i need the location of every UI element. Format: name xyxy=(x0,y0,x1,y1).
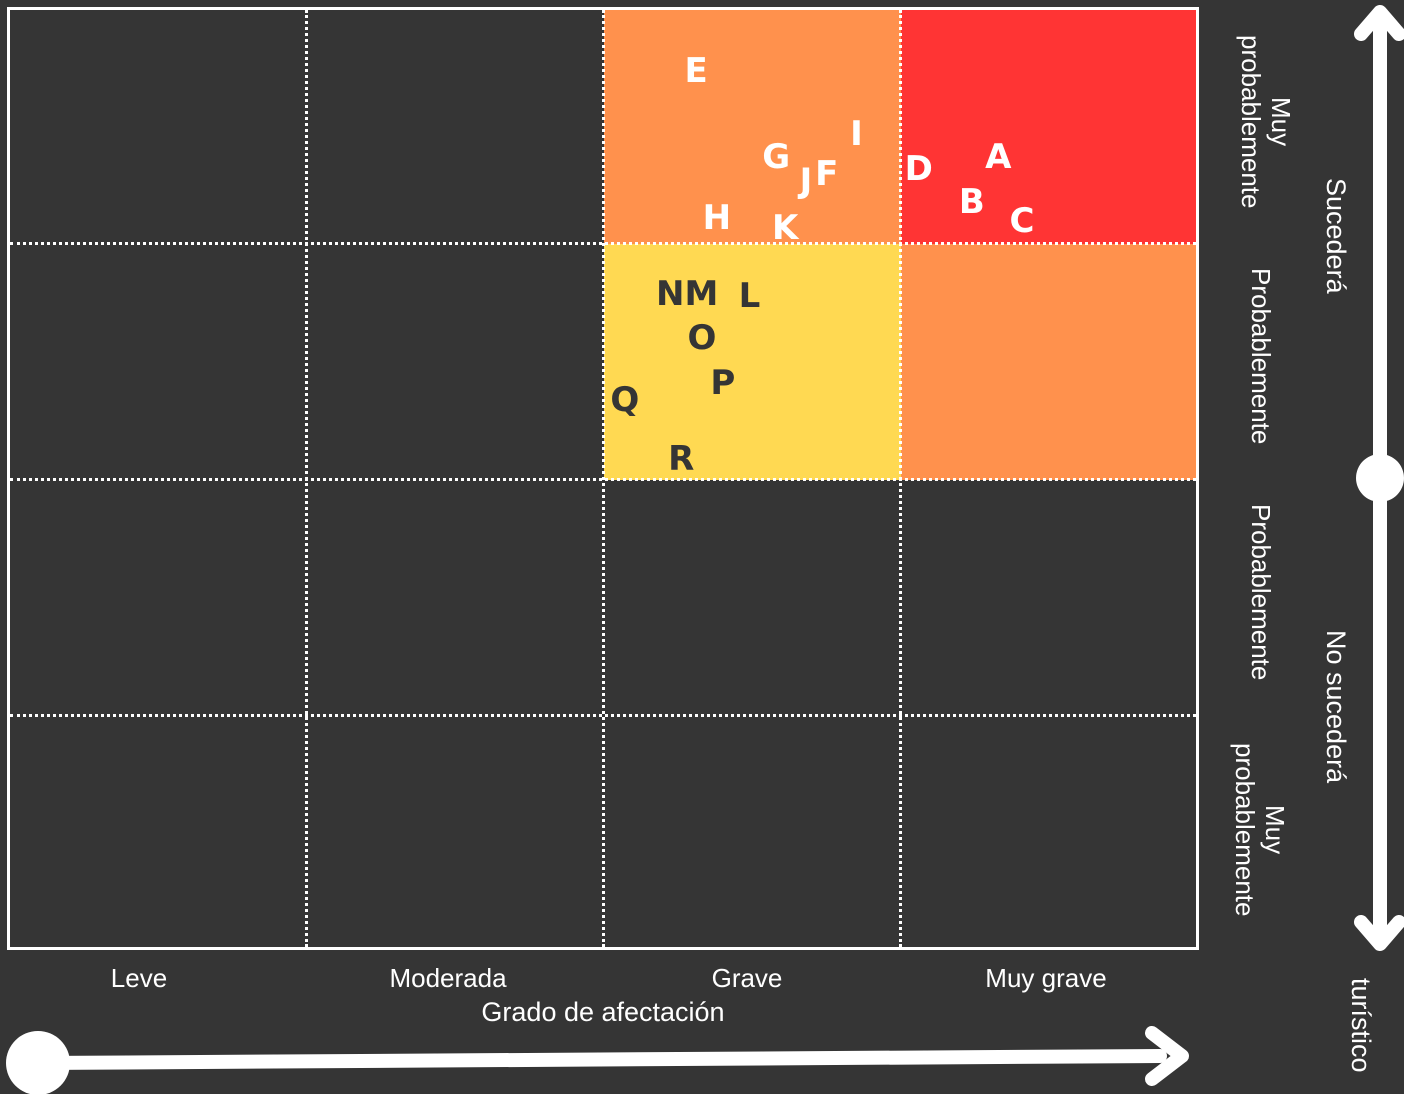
risk-marker-c: C xyxy=(1009,200,1035,241)
y-axis-arrow xyxy=(1354,5,1404,951)
x-axis-arrow xyxy=(6,1026,1189,1094)
x-axis-title: Grado de afectación xyxy=(481,997,725,1027)
risk-marker-r: R xyxy=(668,438,695,479)
cell-r0-c2-medium xyxy=(604,10,901,244)
risk-marker-e: E xyxy=(684,50,708,91)
risk-marker-d: D xyxy=(904,149,933,190)
column-label-leve: Leve xyxy=(110,963,168,993)
risk-marker-b: B xyxy=(958,181,985,222)
cell-r1-c2-low xyxy=(604,244,901,480)
risk-marker-i: I xyxy=(850,114,863,155)
column-label-moderada: Moderada xyxy=(389,963,507,993)
risk-matrix: E I G J F H K D A B C NM L O P Q R xyxy=(7,7,1199,950)
risk-marker-l: L xyxy=(738,275,761,316)
risk-marker-k: K xyxy=(771,207,799,248)
cell-r1-c3-medium xyxy=(901,244,1196,480)
y-group-label-no-sucedera: No sucederá xyxy=(1321,630,1351,784)
risk-marker-a: A xyxy=(985,137,1012,178)
grid-line-horizontal-1 xyxy=(10,242,1196,245)
risk-marker-f: F xyxy=(815,153,839,194)
row-label-1: Probablemente xyxy=(1246,267,1276,445)
column-label-muy-grave: Muy grave xyxy=(985,963,1107,993)
risk-marker-q: Q xyxy=(610,379,640,420)
row-label-2: Probablemente xyxy=(1246,503,1276,681)
risk-marker-p: P xyxy=(710,363,736,404)
risk-marker-h: H xyxy=(702,198,732,239)
grid-line-horizontal-3 xyxy=(10,714,1196,717)
y-group-label-sucedera: Sucederá xyxy=(1321,178,1351,294)
cell-r0-c3-high xyxy=(901,10,1196,244)
risk-marker-j: J xyxy=(799,160,813,201)
column-label-grave: Grave xyxy=(711,963,783,993)
row-label-0: Muy probablemente xyxy=(1236,35,1296,209)
risk-marker-nm: NM xyxy=(656,273,719,314)
risk-marker-o: O xyxy=(687,318,717,359)
y-axis-fragment-label: turístico xyxy=(1346,978,1376,1073)
grid-line-horizontal-2 xyxy=(10,478,1196,481)
risk-marker-g: G xyxy=(762,137,791,178)
row-label-3: Muy probablemente xyxy=(1230,743,1290,917)
